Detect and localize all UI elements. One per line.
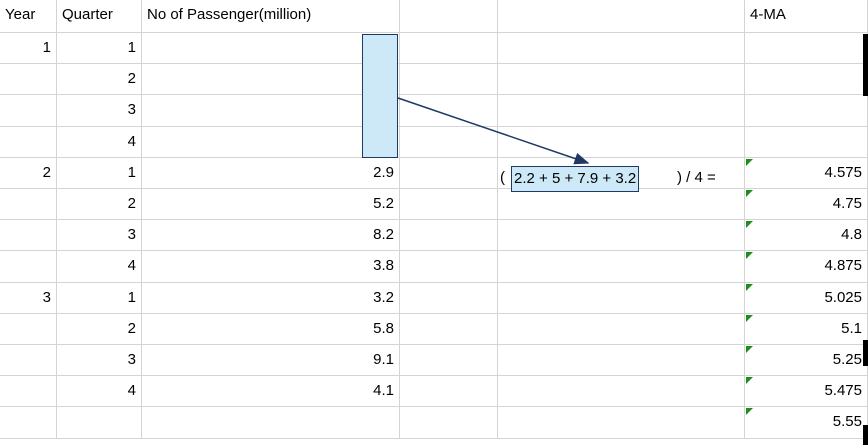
error-indicator xyxy=(746,158,753,166)
cell[interactable] xyxy=(0,376,57,408)
cell[interactable] xyxy=(0,126,57,158)
cell[interactable] xyxy=(400,33,498,65)
cell[interactable]: 3.8 xyxy=(142,251,400,283)
edge-mark xyxy=(863,34,868,96)
formula-expression: 2.2 + 5 + 7.9 + 3.2 xyxy=(511,166,640,192)
cell[interactable]: 4 xyxy=(57,126,142,158)
error-indicator xyxy=(746,252,753,260)
cell[interactable] xyxy=(400,64,498,96)
error-indicator xyxy=(746,377,753,385)
cell[interactable] xyxy=(0,189,57,221)
cell[interactable]: 2 xyxy=(0,157,57,189)
cell[interactable] xyxy=(498,282,745,314)
cell[interactable]: 3 xyxy=(57,95,142,127)
cell[interactable]: 2.9 xyxy=(142,157,400,189)
cell[interactable]: 9.1 xyxy=(142,345,400,377)
cell[interactable] xyxy=(400,407,498,439)
cell[interactable] xyxy=(400,251,498,283)
error-indicator xyxy=(746,190,753,197)
header-cell[interactable]: Year xyxy=(0,0,57,33)
cell[interactable] xyxy=(400,313,498,345)
arrow xyxy=(397,97,590,165)
cell[interactable]: 8.2 xyxy=(142,220,400,252)
cell[interactable]: 4 xyxy=(57,376,142,408)
cell[interactable] xyxy=(57,407,142,439)
header-cell[interactable] xyxy=(498,0,745,33)
cell[interactable] xyxy=(400,189,498,221)
formula-close: ) / 4 = xyxy=(677,169,716,186)
cell[interactable] xyxy=(400,282,498,314)
error-indicator xyxy=(746,314,753,322)
cell[interactable] xyxy=(400,345,498,377)
cell[interactable]: 3 xyxy=(57,220,142,252)
error-indicator xyxy=(746,408,753,416)
cell[interactable] xyxy=(400,157,498,189)
cell[interactable] xyxy=(498,189,745,221)
cell[interactable]: 4.1 xyxy=(142,376,400,408)
cell[interactable] xyxy=(400,220,498,252)
cell[interactable] xyxy=(0,64,57,96)
cell[interactable]: 2 xyxy=(57,189,142,221)
cell[interactable]: 4 xyxy=(57,251,142,283)
cell[interactable] xyxy=(0,220,57,252)
cell[interactable] xyxy=(400,376,498,408)
cell[interactable]: 3 xyxy=(57,345,142,377)
cell[interactable] xyxy=(0,345,57,377)
cell[interactable] xyxy=(498,313,745,345)
cell[interactable] xyxy=(142,407,400,439)
header-cell[interactable]: Quarter xyxy=(57,0,142,33)
cell[interactable] xyxy=(498,95,745,127)
cell[interactable]: 3.2 xyxy=(142,282,400,314)
cell[interactable] xyxy=(0,313,57,345)
error-indicator xyxy=(746,346,753,353)
error-indicator xyxy=(746,283,753,291)
cell[interactable]: 3 xyxy=(0,282,57,314)
cell[interactable] xyxy=(498,345,745,377)
formula-open: ( xyxy=(500,169,505,186)
cell[interactable] xyxy=(0,251,57,283)
header-cell[interactable]: No of Passenger(million) xyxy=(142,0,400,33)
cell[interactable] xyxy=(498,251,745,283)
cell[interactable] xyxy=(498,64,745,96)
cell[interactable] xyxy=(498,376,745,408)
error-indicator xyxy=(746,221,753,229)
edge-mark xyxy=(863,340,868,366)
header-cell[interactable] xyxy=(400,0,498,33)
cell[interactable] xyxy=(498,33,745,65)
cell[interactable]: 1 xyxy=(57,33,142,65)
selection-highlight xyxy=(362,34,398,158)
cell[interactable]: 5.2 xyxy=(142,189,400,221)
cell[interactable]: 1 xyxy=(57,282,142,314)
cell[interactable]: 5.8 xyxy=(142,313,400,345)
cell[interactable]: 1 xyxy=(0,33,57,65)
edge-mark xyxy=(863,425,868,445)
cell[interactable]: 1 xyxy=(57,157,142,189)
cell[interactable] xyxy=(0,95,57,127)
cell[interactable]: 2 xyxy=(57,313,142,345)
cell[interactable] xyxy=(400,126,498,158)
cell[interactable] xyxy=(400,95,498,127)
cell[interactable] xyxy=(498,126,745,158)
cell[interactable] xyxy=(0,407,57,439)
cell[interactable] xyxy=(498,220,745,252)
cell[interactable]: 2 xyxy=(57,64,142,96)
cell[interactable] xyxy=(498,407,745,439)
